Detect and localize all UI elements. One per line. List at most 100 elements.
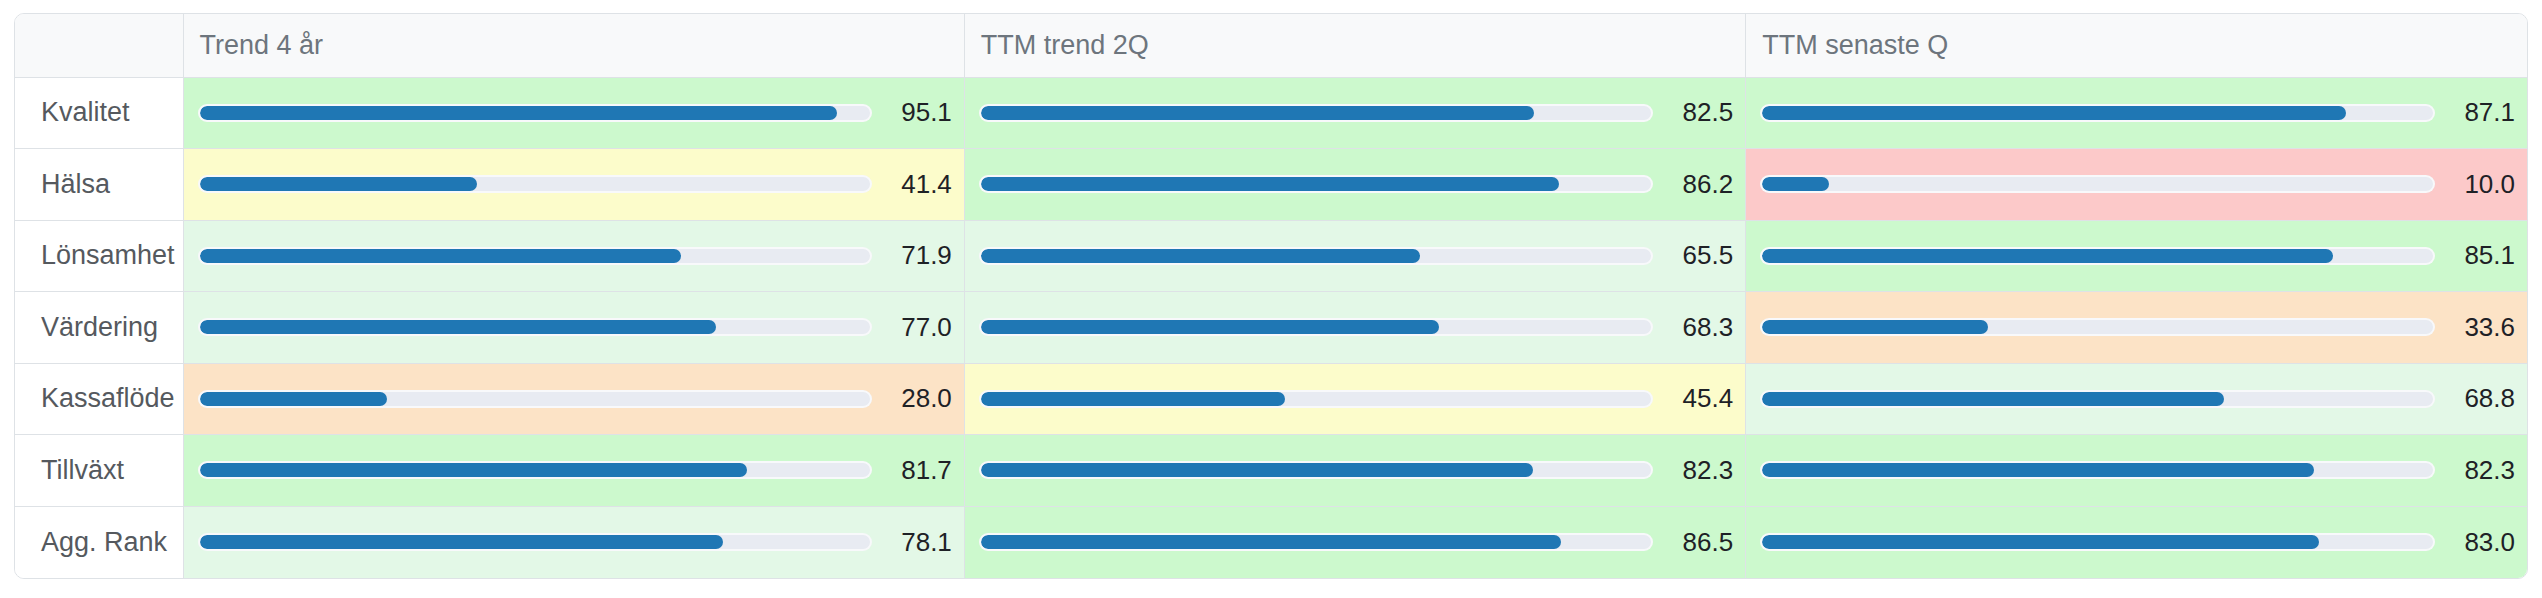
bar-track	[198, 247, 872, 265]
score-cell: 95.1	[183, 77, 964, 149]
cell-value: 77.0	[890, 312, 952, 343]
score-cell: 86.2	[964, 149, 1745, 221]
score-cell: 33.6	[1746, 292, 2527, 364]
cell-value: 86.5	[1671, 527, 1733, 558]
page: Trend 4 år TTM trend 2Q TTM senaste Q Kv…	[0, 0, 2542, 598]
cell-value: 87.1	[2453, 97, 2515, 128]
bar-fill	[200, 463, 748, 477]
cell-value: 95.1	[890, 97, 952, 128]
score-cell: 77.0	[183, 292, 964, 364]
row-label: Agg. Rank	[15, 506, 183, 578]
table-row: Hälsa 41.4 86.2 10.0	[15, 149, 2527, 221]
score-cell: 81.7	[183, 435, 964, 507]
bar-fill	[1762, 535, 2319, 549]
score-cell: 68.8	[1746, 363, 2527, 435]
cell-value: 68.3	[1671, 312, 1733, 343]
table-body: Kvalitet 95.1 82.5 87.1 Hälsa 41.4 86.2 10.0 Lön…	[15, 77, 2527, 578]
table-row: Kvalitet 95.1 82.5 87.1	[15, 77, 2527, 149]
bar-track	[1760, 318, 2435, 336]
bar-fill	[981, 535, 1561, 549]
cell-value: 83.0	[2453, 527, 2515, 558]
bar-fill	[200, 106, 837, 120]
score-cell: 82.3	[1746, 435, 2527, 507]
bar-track	[979, 318, 1653, 336]
bar-track	[1760, 533, 2435, 551]
cell-value: 41.4	[890, 169, 952, 200]
metrics-table: Trend 4 år TTM trend 2Q TTM senaste Q Kv…	[15, 14, 2527, 578]
bar-track	[1760, 247, 2435, 265]
table-row: Kassaflöde 28.0 45.4 68.8	[15, 363, 2527, 435]
score-cell: 45.4	[964, 363, 1745, 435]
header-row: Trend 4 år TTM trend 2Q TTM senaste Q	[15, 14, 2527, 77]
bar-fill	[981, 320, 1439, 334]
bar-track	[1760, 390, 2435, 408]
cell-value: 82.3	[2453, 455, 2515, 486]
bar-track	[1760, 461, 2435, 479]
score-cell: 78.1	[183, 506, 964, 578]
cell-value: 82.5	[1671, 97, 1733, 128]
bar-track	[979, 104, 1653, 122]
bar-track	[979, 461, 1653, 479]
row-label: Kassaflöde	[15, 363, 183, 435]
bar-track	[979, 247, 1653, 265]
score-cell: 65.5	[964, 220, 1745, 292]
row-label: Värdering	[15, 292, 183, 364]
cell-value: 10.0	[2453, 169, 2515, 200]
table-row: Värdering 77.0 68.3 33.6	[15, 292, 2527, 364]
bar-fill	[200, 249, 682, 263]
bar-fill	[1762, 463, 2314, 477]
bar-track	[1760, 104, 2435, 122]
bar-track	[979, 533, 1653, 551]
score-cell: 68.3	[964, 292, 1745, 364]
bar-track	[198, 318, 872, 336]
bar-track	[198, 461, 872, 479]
score-cell: 86.5	[964, 506, 1745, 578]
bar-fill	[200, 392, 388, 406]
bar-fill	[981, 392, 1285, 406]
cell-value: 82.3	[1671, 455, 1733, 486]
row-label: Lönsamhet	[15, 220, 183, 292]
cell-value: 68.8	[2453, 383, 2515, 414]
bar-track	[1760, 175, 2435, 193]
bar-fill	[981, 106, 1534, 120]
bar-fill	[200, 535, 724, 549]
cell-value: 28.0	[890, 383, 952, 414]
score-cell: 85.1	[1746, 220, 2527, 292]
bar-fill	[981, 249, 1420, 263]
column-header-trend-4-ar: Trend 4 år	[183, 14, 964, 77]
bar-fill	[1762, 320, 1987, 334]
bar-fill	[981, 177, 1559, 191]
corner-cell	[15, 14, 183, 77]
score-cell: 10.0	[1746, 149, 2527, 221]
bar-track	[198, 533, 872, 551]
row-label: Tillväxt	[15, 435, 183, 507]
cell-value: 65.5	[1671, 240, 1733, 271]
bar-track	[198, 390, 872, 408]
row-label: Hälsa	[15, 149, 183, 221]
bar-fill	[1762, 106, 2346, 120]
score-cell: 83.0	[1746, 506, 2527, 578]
bar-track	[979, 175, 1653, 193]
table-row: Tillväxt 81.7 82.3 82.3	[15, 435, 2527, 507]
cell-value: 45.4	[1671, 383, 1733, 414]
bar-track	[198, 175, 872, 193]
cell-value: 71.9	[890, 240, 952, 271]
score-cell: 82.3	[964, 435, 1745, 507]
bar-fill	[1762, 249, 2333, 263]
bar-fill	[200, 177, 478, 191]
score-cell: 82.5	[964, 77, 1745, 149]
column-header-ttm-senaste-q: TTM senaste Q	[1746, 14, 2527, 77]
bar-track	[198, 104, 872, 122]
bar-fill	[1762, 392, 2224, 406]
cell-value: 78.1	[890, 527, 952, 558]
scores-table: Trend 4 år TTM trend 2Q TTM senaste Q Kv…	[14, 13, 2528, 579]
score-cell: 71.9	[183, 220, 964, 292]
bar-fill	[200, 320, 716, 334]
cell-value: 86.2	[1671, 169, 1733, 200]
cell-value: 81.7	[890, 455, 952, 486]
row-label: Kvalitet	[15, 77, 183, 149]
cell-value: 85.1	[2453, 240, 2515, 271]
table-row: Agg. Rank 78.1 86.5 83.0	[15, 506, 2527, 578]
score-cell: 28.0	[183, 363, 964, 435]
bar-fill	[981, 463, 1533, 477]
